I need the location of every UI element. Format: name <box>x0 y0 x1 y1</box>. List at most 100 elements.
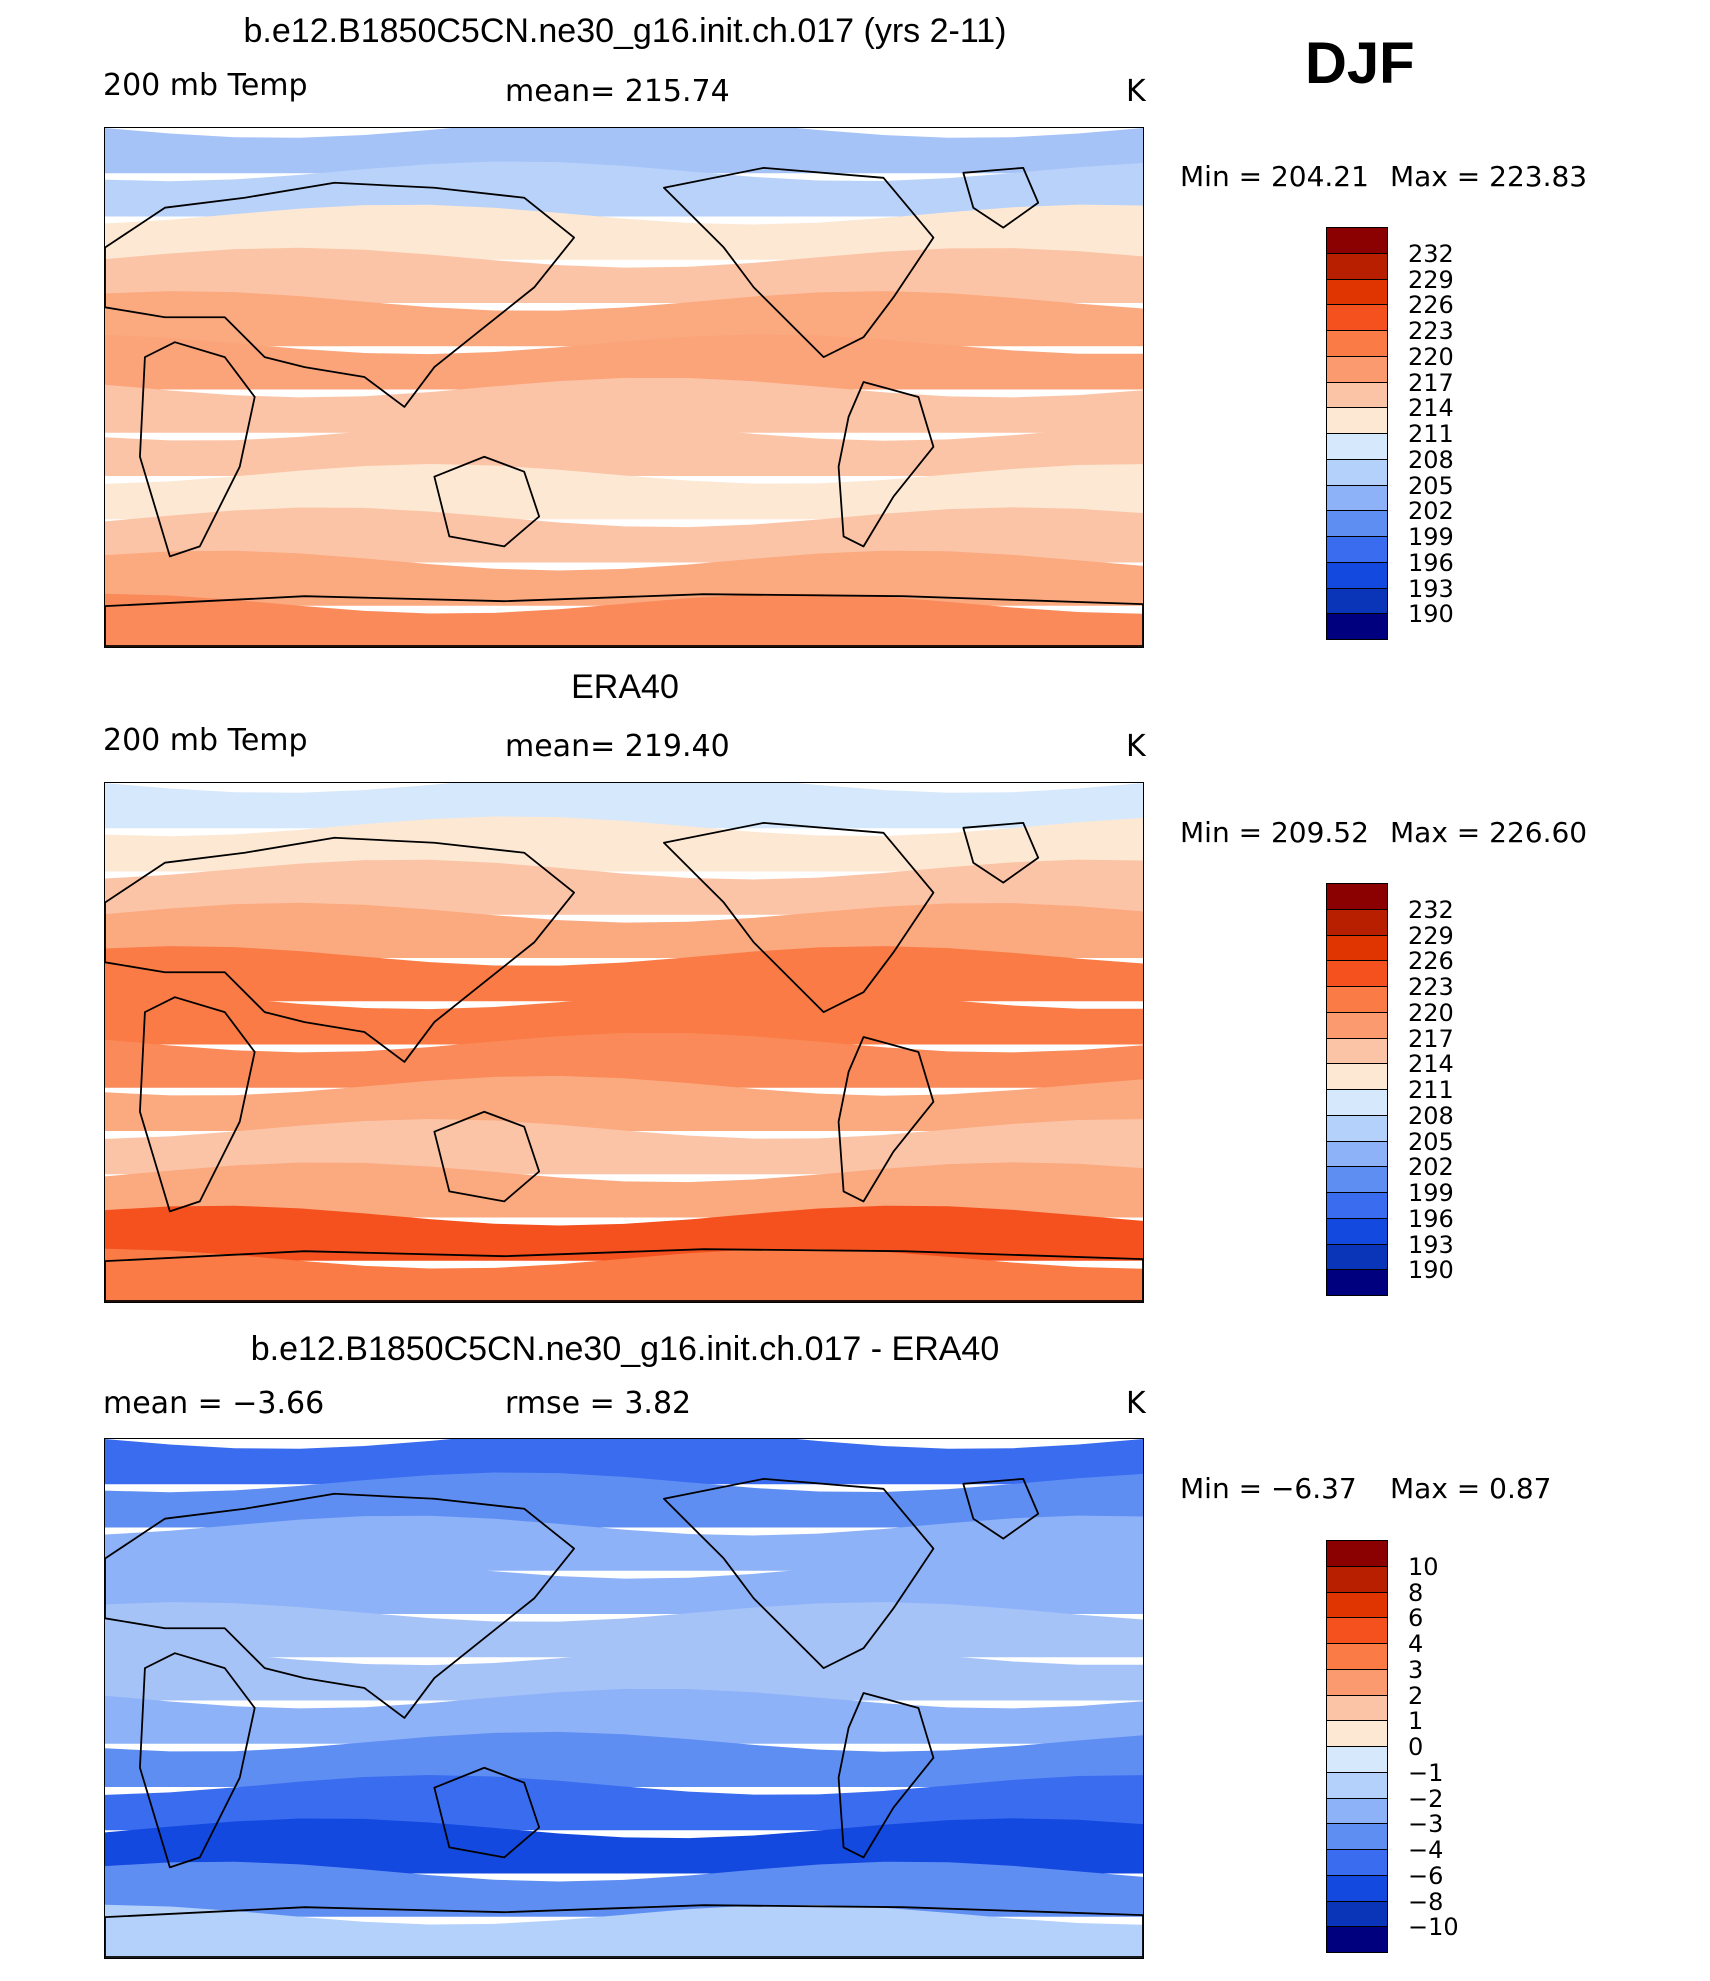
colorbar-swatch <box>1326 1011 1388 1038</box>
coastline <box>139 341 256 558</box>
map-field <box>105 1439 1143 1958</box>
colorbar-swatch <box>1326 278 1388 305</box>
zonal-band <box>105 1558 1143 1614</box>
colorbar-tick-label: 205 <box>1408 1127 1454 1156</box>
colorbar-tick-label: 223 <box>1408 973 1454 1001</box>
panel-2-units-label: K <box>1126 729 1146 764</box>
colorbar-tick-label: −6 <box>1408 1861 1444 1890</box>
panel-2-mean-label: mean= 219.40 <box>505 729 730 764</box>
zonal-band <box>105 507 1143 563</box>
panel-1-title: b.e12.B1850C5CN.ne30_g16.init.ch.017 (yr… <box>243 12 1007 50</box>
colorbar-swatch <box>1326 1565 1388 1592</box>
coastline <box>139 996 256 1213</box>
colorbar-swatch <box>1326 587 1388 614</box>
panel-2-title: ERA40 <box>571 668 679 706</box>
colorbar-tick-label: 3 <box>1408 1655 1424 1684</box>
zonal-band <box>105 1775 1143 1831</box>
colorbar-tick-label: 229 <box>1408 921 1454 950</box>
panel-2-variable-label: 200 mb Temp <box>103 723 308 758</box>
colorbar-swatch <box>1326 381 1388 408</box>
colorbar-tick-label: 205 <box>1408 471 1454 500</box>
colorbar-tick-label: 190 <box>1408 600 1454 629</box>
zonal-band <box>105 816 1143 872</box>
colorbar-swatch <box>1326 407 1388 434</box>
zonal-band <box>105 1439 1143 1485</box>
colorbar-tick-label: 211 <box>1408 420 1454 448</box>
coastline <box>962 166 1040 229</box>
zonal-band <box>105 1162 1143 1218</box>
colorbar-tick-label: −10 <box>1408 1913 1459 1942</box>
panel-1-min-label: Min = 204.21 <box>1180 160 1369 193</box>
zonal-band <box>105 464 1143 520</box>
zonal-band <box>105 902 1143 958</box>
colorbar-swatch <box>1326 484 1388 511</box>
colorbar-swatch <box>1326 1643 1388 1670</box>
panel-3-rmse-label: rmse = 3.82 <box>505 1386 692 1421</box>
panel-3-units-label: K <box>1126 1386 1146 1421</box>
map-field <box>105 128 1143 647</box>
colorbar-swatch <box>1326 613 1388 640</box>
colorbar-tick-label: 220 <box>1408 998 1454 1027</box>
colorbar-swatch <box>1326 536 1388 563</box>
coastline <box>105 181 575 408</box>
coastline <box>433 455 541 548</box>
colorbar-tick-label: −3 <box>1408 1810 1444 1839</box>
colorbar-swatch <box>1326 1849 1388 1876</box>
coastline <box>837 1036 935 1203</box>
zonal-band <box>105 946 1143 1002</box>
colorbar-tick-label: 8 <box>1408 1578 1424 1607</box>
colorbar-tick-label: −2 <box>1408 1784 1444 1813</box>
colorbar-tick-label: 190 <box>1408 1256 1454 1285</box>
coastline <box>663 821 935 1014</box>
colorbar-tick-label: 217 <box>1408 368 1454 397</box>
zonal-band <box>105 550 1143 606</box>
colorbar-tick-label: −1 <box>1408 1758 1444 1787</box>
coastline <box>105 593 1143 647</box>
colorbar-tick-label: 6 <box>1408 1604 1424 1633</box>
colorbar-tick-label: −8 <box>1408 1887 1444 1916</box>
colorbar-tick-label: 196 <box>1408 1204 1454 1233</box>
coastline <box>105 1492 575 1719</box>
zonal-band <box>105 1818 1143 1874</box>
colorbar-swatch <box>1326 908 1388 935</box>
colorbar-tick-label: 232 <box>1408 239 1454 268</box>
colorbar-tick-label: 214 <box>1408 1050 1454 1079</box>
colorbar-swatch <box>1326 1063 1388 1090</box>
colorbar-swatch <box>1326 1037 1388 1064</box>
panel-1-units-label: K <box>1126 74 1146 109</box>
panel-3-colorbar: 10 8 6 4 3 2 1 0 −1 −2 −3 −4 −6 −8 −10 <box>1326 1540 1459 1953</box>
colorbar-tick-label: 211 <box>1408 1076 1454 1104</box>
coastline <box>105 1904 1143 1958</box>
colorbar-tick-label: 217 <box>1408 1024 1454 1053</box>
colorbar-swatch <box>1326 252 1388 279</box>
colorbar-tick-label: 4 <box>1408 1630 1424 1658</box>
colorbar-swatch <box>1326 304 1388 331</box>
colorbar-swatch <box>1326 1089 1388 1116</box>
colorbar-tick-label: 1 <box>1408 1707 1424 1736</box>
colorbar-tick-label: 202 <box>1408 497 1454 526</box>
colorbar-swatch <box>1326 355 1388 382</box>
zonal-band <box>105 128 1143 174</box>
panel-2-colorbar: 232 229 226 223 220 217 214 211 208 205 202 199 196 1… <box>1326 883 1454 1296</box>
colorbar-tick-label: 10 <box>1408 1552 1439 1581</box>
coastline <box>139 1652 256 1869</box>
colorbar-tick-label: 208 <box>1408 445 1454 474</box>
colorbar-tick-label: 226 <box>1408 947 1454 976</box>
colorbar-swatch <box>1326 1540 1388 1567</box>
colorbar-tick-label: 199 <box>1408 523 1454 551</box>
coastline <box>433 1110 541 1203</box>
colorbar-swatch <box>1326 1668 1388 1695</box>
zonal-band <box>105 593 1143 647</box>
colorbar-tick-label: 199 <box>1408 1179 1454 1207</box>
colorbar-swatch <box>1326 1617 1388 1644</box>
panel-3-min-label: Min = −6.37 <box>1180 1472 1357 1505</box>
zonal-band <box>105 989 1143 1045</box>
colorbar-swatch <box>1326 1243 1388 1270</box>
panel-3-map <box>104 1438 1144 1959</box>
colorbar-tick-label: 193 <box>1408 1230 1454 1259</box>
colorbar-tick-label: −4 <box>1408 1836 1444 1864</box>
zonal-band <box>105 1075 1143 1131</box>
map-field <box>105 783 1143 1302</box>
colorbar-swatch <box>1326 1823 1388 1850</box>
coastline <box>663 166 935 359</box>
